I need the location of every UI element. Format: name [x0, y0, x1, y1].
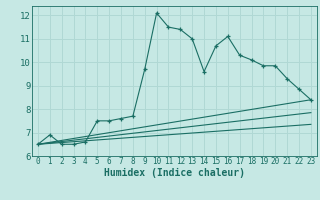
X-axis label: Humidex (Indice chaleur): Humidex (Indice chaleur): [104, 168, 245, 178]
